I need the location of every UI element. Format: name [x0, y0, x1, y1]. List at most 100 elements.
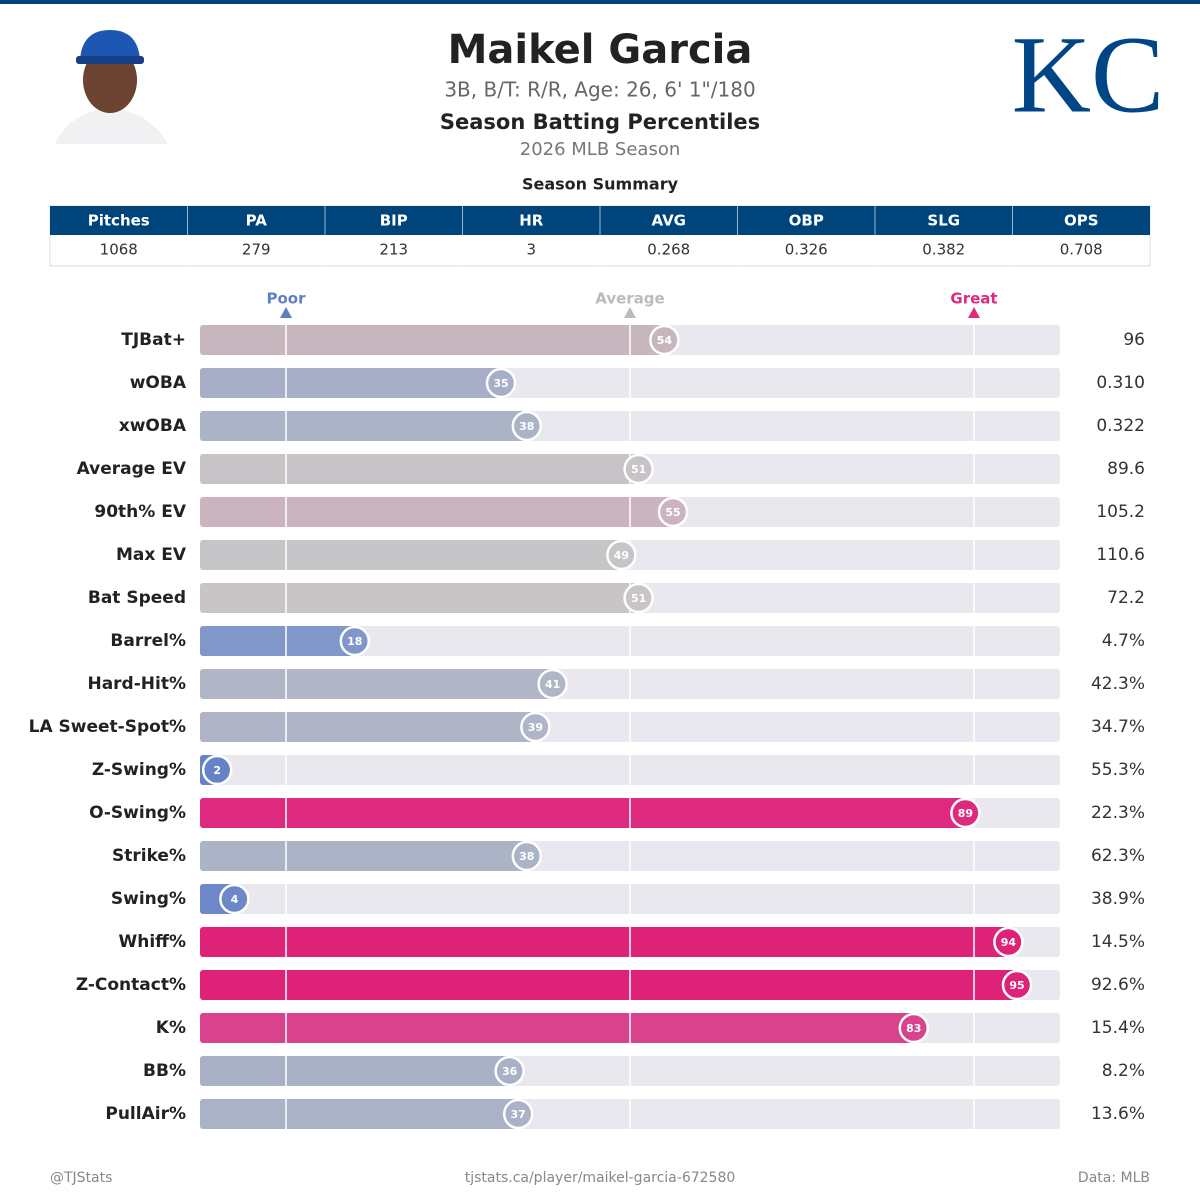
column-value: 0.268 [647, 241, 690, 259]
bar [200, 325, 665, 355]
column-header: PA [246, 212, 268, 230]
column-header: OBP [789, 212, 824, 230]
percentile-dot [898, 1012, 930, 1044]
column-value: 279 [242, 241, 271, 259]
column-header: SLG [927, 212, 960, 230]
summary-title: Season Summary [522, 175, 679, 194]
percentile-dot [623, 453, 654, 485]
bar [200, 1056, 510, 1086]
bar [200, 540, 622, 570]
marker-triangle [968, 307, 980, 318]
percentile-dot [537, 668, 568, 700]
column-header: AVG [651, 212, 686, 230]
player-bio: 3B, B/T: R/R, Age: 26, 6' 1"/180 [444, 78, 755, 102]
stat-value: 0.310 [1096, 373, 1145, 393]
percentile-dot [219, 883, 250, 915]
bar [200, 411, 527, 441]
marker-label: Average [595, 290, 664, 308]
stat-value: 42.3% [1091, 674, 1145, 694]
percentile-dot [649, 324, 680, 356]
percentile-label: 95 [1009, 979, 1024, 992]
bar [200, 454, 639, 484]
stat-value: 22.3% [1091, 803, 1145, 823]
stat-value: 15.4% [1091, 1018, 1145, 1038]
percentile-label: 41 [545, 678, 560, 691]
row-label: Barrel% [110, 631, 186, 651]
stat-value: 0.322 [1096, 416, 1145, 436]
marker-triangle [280, 307, 292, 318]
bar [200, 1013, 914, 1043]
percentile-dot [485, 367, 517, 399]
bar [200, 841, 527, 871]
column-value: 0.708 [1060, 241, 1103, 259]
row-label: Max EV [116, 545, 187, 565]
row-label: xwOBA [119, 416, 187, 436]
bar [200, 669, 553, 699]
percentile-dot [606, 539, 637, 571]
footer-right: Data: MLB [1078, 1170, 1150, 1186]
percentile-label: 4 [231, 893, 239, 906]
percentile-dot [623, 582, 654, 614]
footer-center: tjstats.ca/player/maikel-garcia-672580 [465, 1170, 736, 1186]
team-logo: KC [1012, 13, 1165, 135]
bar [200, 927, 1009, 957]
column-header: Pitches [88, 212, 150, 230]
stat-value: 55.3% [1091, 760, 1145, 780]
percentile-label: 38 [519, 420, 534, 433]
percentile-label: 51 [631, 463, 646, 476]
stat-value: 4.7% [1102, 631, 1145, 651]
stat-value: 38.9% [1091, 889, 1145, 909]
percentile-dot [657, 496, 689, 528]
percentile-dot [511, 410, 543, 442]
bar [200, 798, 966, 828]
percentile-label: 2 [213, 764, 221, 777]
row-label: BB% [143, 1061, 186, 1081]
percentile-dot [201, 754, 233, 786]
column-value: 0.382 [922, 241, 965, 259]
percentile-label: 83 [906, 1022, 921, 1035]
row-label: K% [156, 1018, 186, 1038]
column-header: BIP [380, 212, 408, 230]
row-label: 90th% EV [94, 502, 186, 522]
percentile-label: 37 [511, 1108, 526, 1121]
stat-value: 14.5% [1091, 932, 1145, 952]
stat-value: 89.6 [1107, 459, 1145, 479]
percentile-label: 35 [493, 377, 508, 390]
bar [200, 626, 355, 656]
row-label: Swing% [111, 889, 186, 909]
row-label: Z-Swing% [92, 760, 186, 780]
percentile-label: 18 [347, 635, 362, 648]
marker-label: Poor [266, 290, 306, 308]
column-header: HR [519, 212, 544, 230]
row-label: O-Swing% [89, 803, 186, 823]
percentile-dot [502, 1098, 534, 1130]
row-label: Z-Contact% [76, 975, 186, 995]
stat-value: 72.2 [1107, 588, 1145, 608]
row-label: Bat Speed [88, 588, 186, 608]
percentile-label: 51 [631, 592, 646, 605]
percentile-label: 94 [1001, 936, 1017, 949]
footer-left: @TJStats [50, 1170, 112, 1186]
row-label: Average EV [77, 459, 187, 479]
percentile-dot [339, 625, 371, 657]
percentile-label: 89 [958, 807, 973, 820]
column-value: 213 [379, 241, 408, 259]
bar [200, 583, 639, 613]
row-label: Strike% [112, 846, 186, 866]
row-label: TJBat+ [121, 330, 186, 350]
percentile-dot [993, 926, 1024, 958]
player-photo [50, 28, 170, 144]
stat-value: 62.3% [1091, 846, 1145, 866]
percentile-dot [511, 840, 543, 872]
column-value: 0.326 [785, 241, 828, 259]
column-header: OPS [1064, 212, 1099, 230]
percentile-dot [1001, 969, 1033, 1001]
player-name: Maikel Garcia [448, 27, 753, 73]
bar [200, 368, 501, 398]
column-value: 1068 [100, 241, 138, 259]
stat-value: 34.7% [1091, 717, 1145, 737]
row-label: wOBA [130, 373, 187, 393]
percentile-dot [520, 711, 551, 743]
stat-value: 8.2% [1102, 1061, 1145, 1081]
